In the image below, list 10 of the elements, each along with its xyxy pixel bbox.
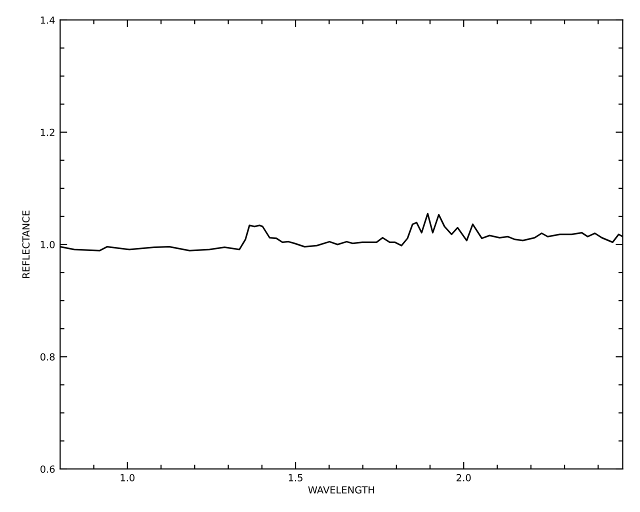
x-tick-label: 1.5 [288,474,302,482]
x-tick-label: 1.0 [120,474,134,482]
x-axis-title: WAVELENGTH [308,486,374,494]
y-tick-label: 1.4 [40,16,55,24]
y-tick-label: 1.0 [40,240,55,248]
x-tick-label: 2.0 [456,474,471,482]
y-tick-label: 0.8 [40,353,55,361]
y-axis-title: REFLECTANCE [22,210,30,278]
y-tick-label: 0.6 [40,465,55,473]
y-tick-label: 1.2 [40,128,54,136]
